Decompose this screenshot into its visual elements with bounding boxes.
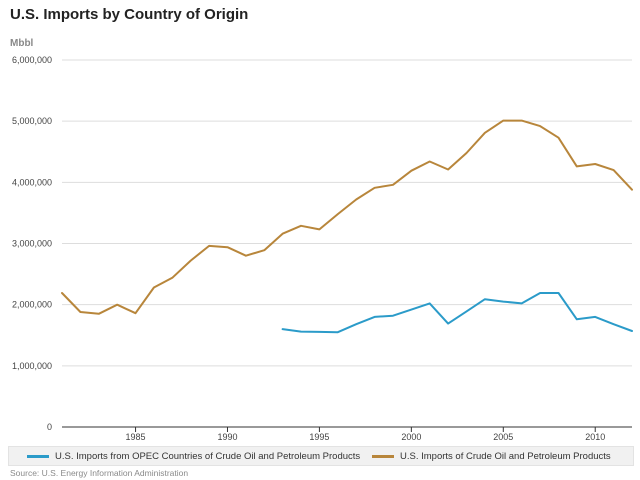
y-tick-labels: 0 1,000,000 2,000,000 3,000,000 4,000,000 5,0… [12,55,52,432]
y-axis-unit-label: Mbbl [10,38,34,49]
legend-item-total[interactable]: U.S. Imports of Crude Oil and Petroleum … [372,451,611,462]
legend-item-opec[interactable]: U.S. Imports from OPEC Countries of Crud… [27,451,360,462]
x-tick-label: 2010 [585,432,605,442]
x-tick-label: 1985 [126,432,146,442]
y-tick-label: 1,000,000 [12,361,52,371]
legend-label-total: U.S. Imports of Crude Oil and Petroleum … [400,451,611,462]
legend-swatch-total [372,455,394,458]
y-tick-label: 0 [47,422,52,432]
legend: U.S. Imports from OPEC Countries of Crud… [8,446,634,466]
x-tick-label: 2000 [401,432,421,442]
x-tick-label: 2005 [493,432,513,442]
series-line-opec[interactable] [281,292,633,334]
legend-swatch-opec [27,455,49,458]
y-tick-label: 2,000,000 [12,300,52,310]
source-note: Source: U.S. Energy Information Administ… [10,468,189,478]
series-line-total[interactable] [61,119,633,315]
series-lines [61,119,633,334]
line-chart: 0 1,000,000 2,000,000 3,000,000 4,000,000 5,0… [12,55,633,442]
x-axis: 1985 1990 1995 2000 2005 2010 [62,426,632,442]
x-tick-label: 1990 [217,432,237,442]
x-tick-label: 1995 [309,432,329,442]
y-tick-label: 3,000,000 [12,239,52,249]
legend-label-opec: U.S. Imports from OPEC Countries of Crud… [55,451,361,462]
chart-title: U.S. Imports by Country of Origin [10,6,249,23]
y-tick-label: 5,000,000 [12,116,52,126]
y-tick-label: 6,000,000 [12,55,52,65]
gridlines [62,59,632,367]
y-tick-label: 4,000,000 [12,177,52,187]
